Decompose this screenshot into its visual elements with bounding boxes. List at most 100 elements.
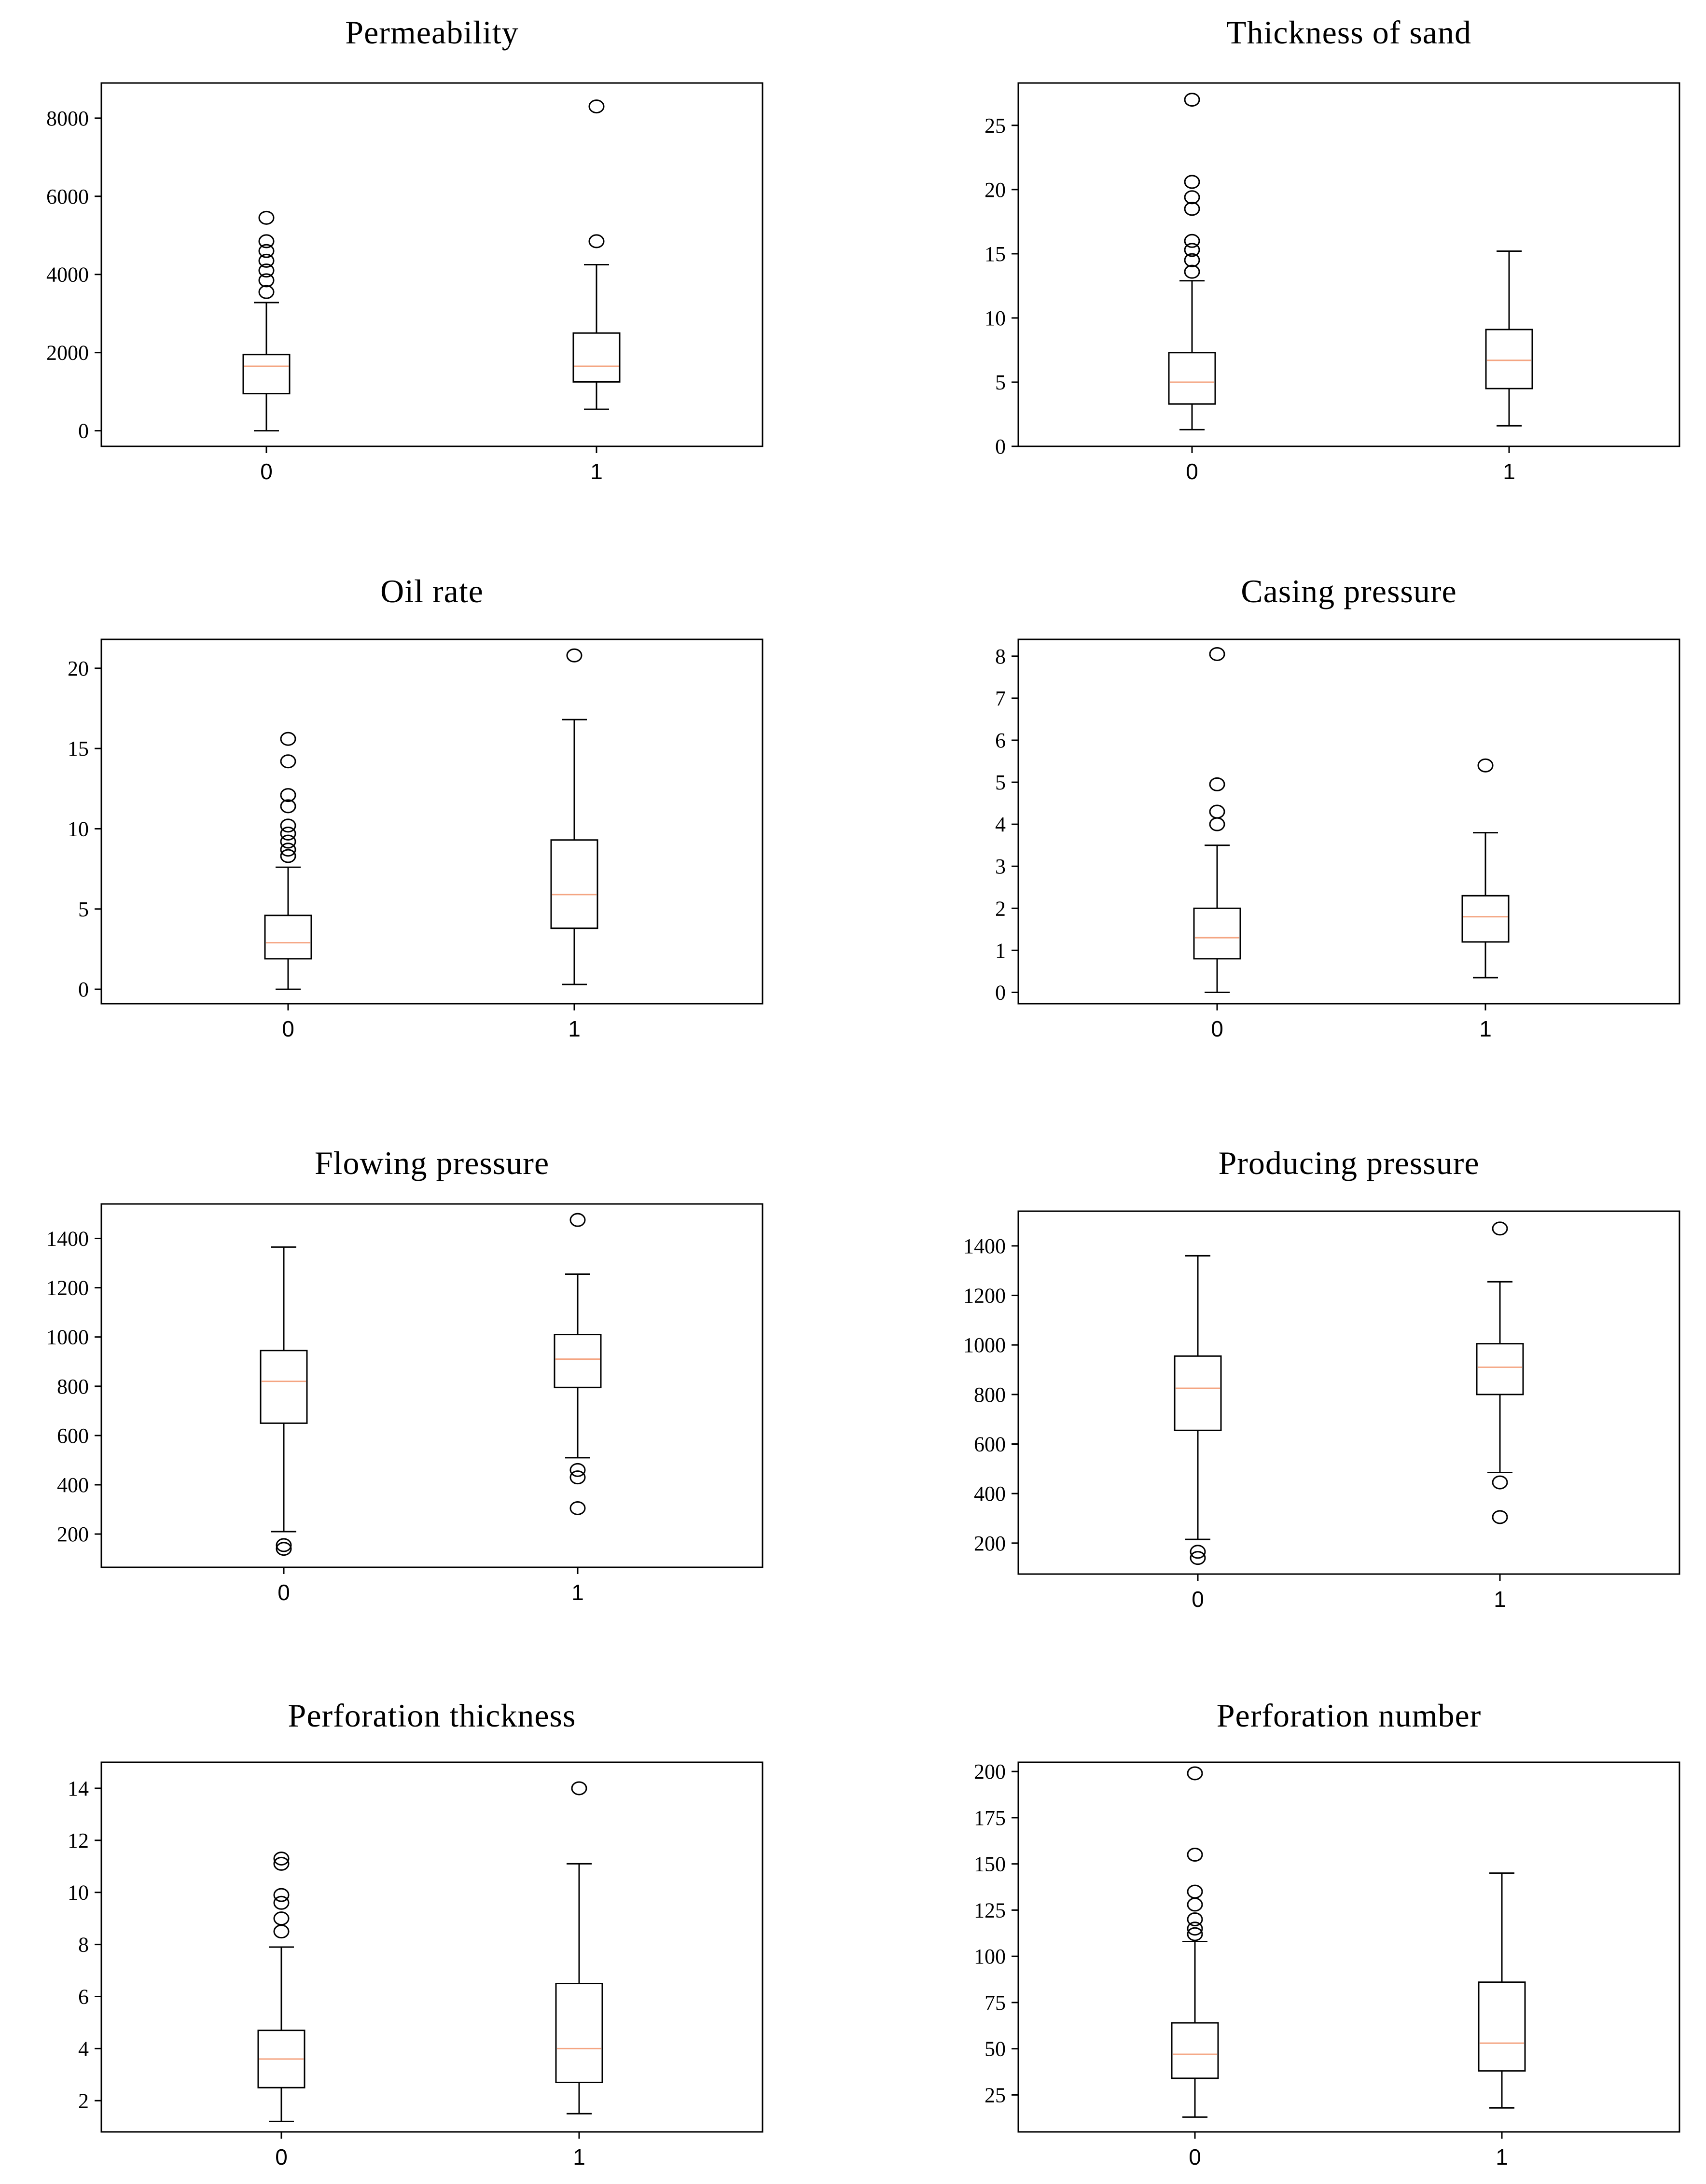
outlier-point bbox=[1184, 243, 1200, 257]
outlier-point bbox=[258, 234, 275, 249]
iqr-box bbox=[555, 1983, 603, 2084]
y-tick-label: 100 bbox=[974, 1945, 1006, 1968]
y-tick-label: 0 bbox=[78, 419, 89, 443]
outlier-point bbox=[273, 1911, 290, 1926]
y-tick-label: 10 bbox=[985, 306, 1006, 330]
outlier-point bbox=[280, 826, 296, 841]
outlier-point bbox=[1184, 234, 1200, 248]
panel-2: Thickness of sand 0 5 10 15 20 25 0 1 bbox=[985, 14, 1680, 484]
outlier-point bbox=[276, 1542, 292, 1556]
outlier-point bbox=[569, 1463, 586, 1477]
outlier-point bbox=[258, 273, 275, 288]
panel-8: Perforation number 25 50 75 100 125 150 175 200 0… bbox=[974, 1697, 1680, 2170]
panel-title: Oil rate bbox=[380, 573, 484, 609]
x-tick-label: 1 bbox=[590, 459, 603, 484]
y-tick-label: 1000 bbox=[46, 1326, 89, 1349]
box-0 bbox=[260, 1246, 308, 1556]
y-tick-label: 20 bbox=[985, 178, 1006, 202]
outlier-point bbox=[280, 788, 296, 802]
panel-3: Oil rate 0 5 10 15 20 0 1 bbox=[68, 573, 763, 1041]
y-tick-label: 8000 bbox=[46, 107, 89, 130]
outlier-point bbox=[1187, 1897, 1203, 1912]
y-tick-label: 200 bbox=[974, 1760, 1006, 1783]
panel-title: Thickness of sand bbox=[1226, 14, 1471, 51]
y-tick-label: 8 bbox=[995, 645, 1006, 668]
outlier-point bbox=[258, 244, 275, 258]
box-1 bbox=[1478, 1872, 1526, 2109]
iqr-box bbox=[1193, 907, 1241, 960]
panel-title: Producing pressure bbox=[1218, 1145, 1479, 1181]
outlier-point bbox=[1492, 1510, 1508, 1524]
y-tick-label: 50 bbox=[985, 2037, 1006, 2061]
outlier-point bbox=[1184, 175, 1200, 189]
x-tick-label: 0 bbox=[277, 1580, 290, 1605]
iqr-box bbox=[1174, 1355, 1222, 1431]
iqr-box bbox=[260, 1350, 308, 1424]
y-tick-label: 3 bbox=[995, 855, 1006, 878]
outlier-point bbox=[1187, 1766, 1203, 1781]
outlier-point bbox=[258, 285, 275, 299]
iqr-box bbox=[242, 354, 291, 395]
outlier-point bbox=[273, 1924, 290, 1939]
y-tick-label: 400 bbox=[57, 1473, 89, 1497]
plot-frame bbox=[100, 1203, 763, 1568]
panel-title: Permeability bbox=[345, 14, 518, 51]
x-tick-label: 0 bbox=[282, 1016, 294, 1041]
y-tick-label: 15 bbox=[985, 242, 1006, 266]
outlier-point bbox=[588, 99, 605, 114]
box-0 bbox=[1171, 1766, 1219, 2118]
outlier-point bbox=[1492, 1475, 1508, 1490]
outlier-point bbox=[1187, 1927, 1203, 1941]
y-tick-label: 2000 bbox=[46, 341, 89, 365]
y-tick-label: 1000 bbox=[963, 1333, 1006, 1357]
box-0 bbox=[1168, 93, 1216, 430]
y-tick-label: 1 bbox=[995, 939, 1006, 962]
plot-frame bbox=[100, 638, 763, 1005]
y-tick-label: 2 bbox=[78, 2089, 89, 2113]
x-tick-label: 1 bbox=[568, 1016, 581, 1041]
box-1 bbox=[1461, 758, 1510, 979]
panel-title: Perforation number bbox=[1217, 1697, 1482, 1734]
x-tick-label: 1 bbox=[571, 1580, 584, 1605]
outlier-point bbox=[1184, 253, 1200, 267]
plot-frame bbox=[1017, 1210, 1680, 1575]
box-1 bbox=[550, 648, 598, 985]
outlier-point bbox=[588, 234, 605, 249]
box-1 bbox=[555, 1781, 603, 2115]
outlier-point bbox=[258, 263, 275, 278]
outlier-point bbox=[569, 1501, 586, 1515]
y-tick-label: 4000 bbox=[46, 263, 89, 287]
outlier-point bbox=[280, 843, 296, 857]
outlier-point bbox=[1209, 777, 1225, 791]
outlier-point bbox=[1477, 758, 1494, 773]
outlier-point bbox=[566, 648, 583, 663]
y-tick-label: 0 bbox=[995, 435, 1006, 458]
y-tick-label: 4 bbox=[995, 813, 1006, 836]
y-tick-label: 600 bbox=[57, 1424, 89, 1448]
iqr-box bbox=[257, 2030, 305, 2088]
y-tick-label: 8 bbox=[78, 1933, 89, 1957]
outlier-point bbox=[1209, 647, 1225, 661]
outlier-point bbox=[1209, 817, 1225, 831]
panel-4: Casing pressure 0 1 2 3 4 5 6 7 8 0 1 bbox=[995, 573, 1680, 1041]
iqr-box bbox=[1461, 895, 1510, 943]
y-tick-label: 600 bbox=[974, 1433, 1006, 1456]
outlier-point bbox=[280, 834, 296, 849]
outlier-point bbox=[1184, 93, 1200, 107]
y-tick-label: 5 bbox=[78, 898, 89, 921]
x-tick-label: 1 bbox=[1494, 1587, 1506, 1612]
x-tick-label: 0 bbox=[260, 459, 273, 484]
y-tick-label: 200 bbox=[974, 1532, 1006, 1555]
iqr-box bbox=[554, 1334, 602, 1388]
x-tick-label: 0 bbox=[1211, 1016, 1223, 1041]
iqr-box bbox=[550, 839, 598, 929]
outlier-point bbox=[280, 799, 296, 814]
outlier-point bbox=[1187, 1921, 1203, 1936]
outlier-point bbox=[258, 210, 275, 225]
iqr-box bbox=[1476, 1343, 1524, 1396]
iqr-box bbox=[1168, 352, 1216, 405]
outlier-point bbox=[258, 253, 275, 268]
outlier-point bbox=[1187, 1848, 1203, 1862]
y-tick-label: 2 bbox=[995, 897, 1006, 920]
